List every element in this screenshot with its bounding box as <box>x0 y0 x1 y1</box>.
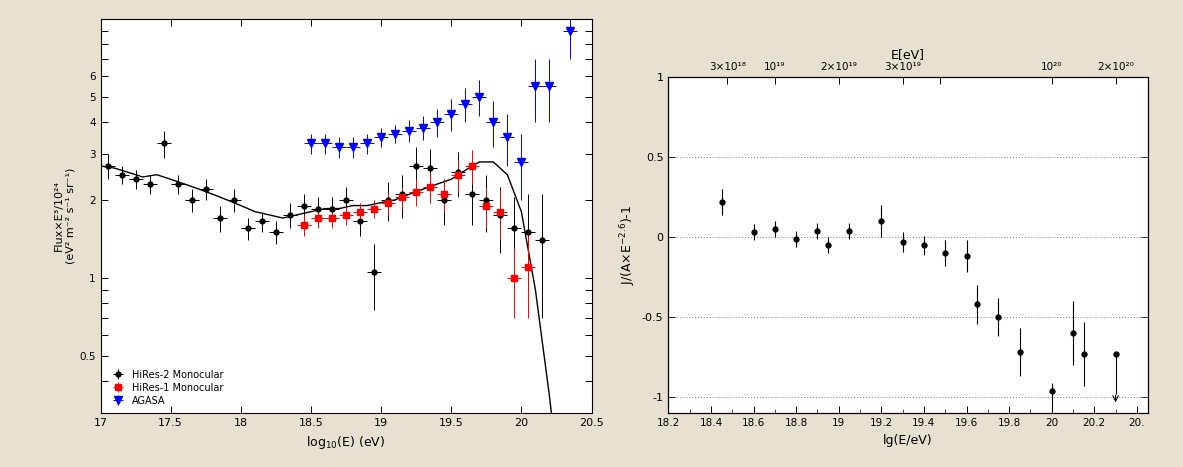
Y-axis label: J/(A×E$^{-2.6}$)-1: J/(A×E$^{-2.6}$)-1 <box>619 205 638 285</box>
X-axis label: lg(E/eV): lg(E/eV) <box>884 434 932 447</box>
Legend: HiRes-2 Monocular, HiRes-1 Monocular, AGASA: HiRes-2 Monocular, HiRes-1 Monocular, AG… <box>105 367 226 409</box>
X-axis label: E[eV]: E[eV] <box>891 48 925 61</box>
X-axis label: log$_{10}$(E) (eV): log$_{10}$(E) (eV) <box>306 434 386 451</box>
Y-axis label: Flux×E³/10²⁴
(eV² m⁻² s⁻¹ sr⁻¹): Flux×E³/10²⁴ (eV² m⁻² s⁻¹ sr⁻¹) <box>53 168 75 264</box>
